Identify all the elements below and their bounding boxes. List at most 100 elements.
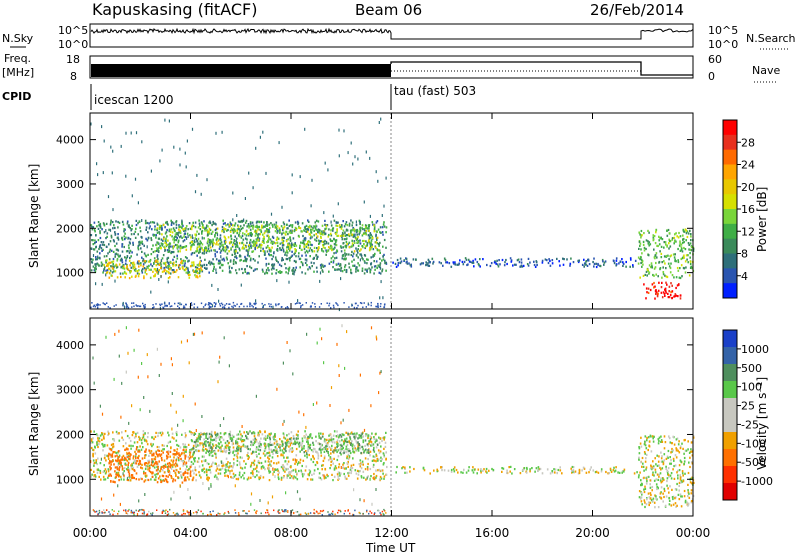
heatmap-cell	[353, 306, 356, 309]
heatmap-cell	[335, 224, 337, 227]
heatmap-cell	[154, 250, 156, 253]
heatmap-cell	[96, 442, 98, 445]
heatmap-cell	[658, 260, 661, 264]
heatmap-cell	[642, 263, 644, 266]
heatmap-cell	[175, 439, 178, 442]
heatmap-cell	[383, 238, 386, 242]
heatmap-cell	[343, 258, 345, 261]
heatmap-cell	[490, 262, 493, 265]
heatmap-cell	[155, 234, 157, 237]
heatmap-cell	[404, 466, 406, 469]
heatmap-cell	[450, 468, 453, 472]
heatmap-cell	[355, 229, 358, 232]
heatmap-cell	[355, 435, 357, 438]
heatmap-cell	[161, 244, 163, 247]
heatmap-cell	[572, 261, 575, 264]
heatmap-cell	[368, 239, 370, 242]
heatmap-cell	[170, 475, 172, 478]
heatmap-cell	[664, 262, 666, 265]
heatmap-cell	[297, 435, 299, 438]
heatmap-cell	[308, 249, 311, 252]
heatmap-cell	[137, 305, 139, 307]
heatmap-cell	[615, 259, 618, 262]
heatmap-cell	[293, 270, 296, 273]
heatmap-cell	[254, 234, 257, 237]
heatmap-cell	[473, 468, 476, 471]
heatmap-cell	[189, 450, 192, 453]
heatmap-cell	[246, 254, 249, 257]
heatmap-cell	[247, 252, 249, 255]
heatmap-cell	[245, 462, 247, 465]
heatmap-cell	[234, 252, 236, 256]
heatmap-cell	[251, 470, 254, 473]
heatmap-cell	[366, 451, 368, 454]
heatmap-cell	[333, 247, 335, 250]
heatmap-cell	[226, 245, 228, 248]
heatmap-cell	[537, 466, 540, 469]
heatmap-cell	[290, 246, 293, 249]
heatmap-cell	[201, 243, 204, 246]
heatmap-cell	[301, 464, 303, 468]
heatmap-cell	[176, 456, 179, 459]
heatmap-cell	[314, 450, 317, 453]
heatmap-cell	[347, 243, 349, 246]
heatmap-cell	[98, 440, 101, 443]
heatmap-cell	[307, 443, 309, 446]
heatmap-cell	[231, 253, 234, 256]
heatmap-cell	[242, 445, 244, 448]
heatmap-cell	[208, 453, 211, 456]
heatmap-cell	[301, 473, 304, 476]
heatmap-cell	[340, 444, 343, 447]
heatmap-cell	[150, 238, 153, 242]
heatmap-cell	[149, 451, 151, 455]
heatmap-cell	[350, 219, 352, 222]
heatmap-cell	[115, 459, 117, 462]
heatmap-cell	[355, 433, 357, 437]
heatmap-cell	[158, 231, 160, 234]
heatmap-cell	[335, 256, 338, 259]
heatmap-cell	[348, 434, 351, 437]
heatmap-cell	[294, 242, 296, 245]
heatmap-cell	[114, 455, 117, 458]
heatmap-cell	[210, 435, 212, 438]
heatmap-cell	[674, 293, 677, 296]
heatmap-cell	[273, 462, 275, 465]
heatmap-cell	[163, 270, 165, 273]
heatmap-cell	[661, 281, 663, 284]
heatmap-cell	[168, 263, 170, 266]
heatmap-cell	[187, 455, 190, 458]
heatmap-cell	[141, 250, 143, 253]
heatmap-cell	[268, 230, 271, 234]
heatmap-cell	[202, 306, 205, 308]
heatmap-cell	[247, 447, 249, 451]
heatmap-cell	[356, 233, 358, 236]
heatmap-cell	[671, 237, 674, 240]
heatmap-cell	[101, 125, 103, 129]
heatmap-cell	[343, 451, 345, 454]
heatmap-cell	[491, 467, 493, 471]
heatmap-cell	[668, 296, 671, 299]
heatmap-cell	[125, 306, 128, 308]
heatmap-cell	[177, 276, 180, 279]
heatmap-cell	[344, 438, 346, 441]
heatmap-cell	[446, 261, 449, 264]
heatmap-cell	[262, 304, 264, 308]
heatmap-cell	[252, 438, 255, 441]
heatmap-cell	[375, 460, 377, 463]
heatmap-cell	[237, 220, 240, 223]
heatmap-cell	[224, 445, 227, 448]
heatmap-cell	[307, 240, 310, 243]
heatmap-cell	[221, 436, 223, 439]
heatmap-cell	[90, 446, 93, 450]
heatmap-cell	[255, 232, 258, 235]
heatmap-cell	[546, 259, 548, 262]
heatmap-cell	[357, 256, 359, 259]
heatmap-cell	[357, 473, 360, 476]
heatmap-cell	[677, 247, 679, 251]
heatmap-cell	[242, 474, 244, 477]
heatmap-cell	[124, 430, 127, 433]
heatmap-cell	[224, 222, 226, 225]
heatmap-cell	[281, 464, 284, 467]
heatmap-cell	[191, 264, 193, 267]
heatmap-cell	[595, 470, 598, 473]
